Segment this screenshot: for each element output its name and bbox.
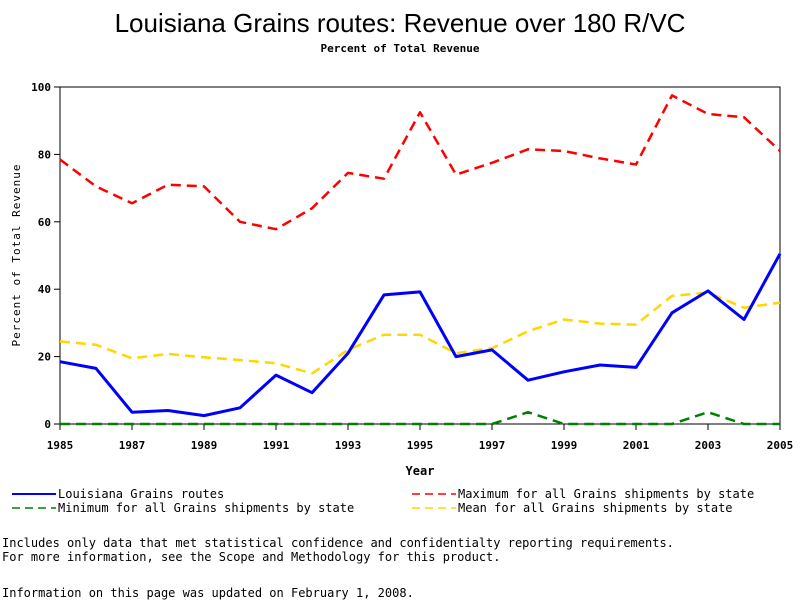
x-tick-label: 2005: [767, 439, 794, 452]
y-tick-label: 60: [38, 216, 51, 229]
footnote-methodology: For more information, see the Scope and …: [2, 550, 501, 564]
legend-label: Maximum for all Grains shipments by stat…: [458, 487, 755, 501]
legend-label: Louisiana Grains routes: [58, 487, 225, 501]
plot-frame: [59, 86, 781, 425]
chart-title: Louisiana Grains routes: Revenue over 18…: [114, 8, 686, 38]
x-tick-label: 1993: [335, 439, 362, 452]
y-tick-label: 100: [31, 81, 51, 94]
y-tick-label: 20: [38, 351, 51, 364]
y-axis: 0 20 40 60 80 100: [31, 81, 60, 431]
x-tick-label: 2001: [623, 439, 650, 452]
x-tick-label: 1991: [263, 439, 290, 452]
series-maximum-line: [59, 94, 781, 231]
series-mean-line: [59, 291, 781, 375]
legend-label: Mean for all Grains shipments by state: [458, 501, 733, 515]
footnote-confidentiality: Includes only data that met statistical …: [2, 536, 674, 550]
series-minimum-line: [60, 410, 780, 426]
series-lines: [59, 94, 782, 426]
y-tick-label: 0: [44, 418, 51, 431]
legend-item-minimum: Minimum for all Grains shipments by stat…: [10, 501, 400, 515]
y-tick-label: 80: [38, 148, 51, 161]
x-tick-label: 1987: [119, 439, 146, 452]
line-chart: 0 20 40 60 80 100 1985 1987 1989 1991 1993 1995 199…: [10, 81, 794, 478]
y-tick-label: 40: [38, 283, 51, 296]
x-axis: 1985 1987 1989 1991 1993 1995 1997 1999 2001 2003…: [47, 424, 794, 452]
chart-subtitle: Percent of Total Revenue: [320, 42, 480, 55]
legend-item-maximum: Maximum for all Grains shipments by stat…: [410, 487, 800, 501]
x-tick-label: 1999: [551, 439, 578, 452]
legend-item-mean: Mean for all Grains shipments by state: [410, 501, 800, 515]
series-louisiana-line: [59, 253, 782, 418]
x-tick-label: 1985: [47, 439, 74, 452]
update-date-text: Information on this page was updated on …: [2, 586, 414, 600]
x-tick-label: 1989: [191, 439, 218, 452]
y-axis-label: Percent of Total Revenue: [10, 164, 23, 347]
legend-label: Minimum for all Grains shipments by stat…: [58, 501, 355, 515]
x-tick-label: 2003: [695, 439, 722, 452]
x-tick-label: 1995: [407, 439, 434, 452]
legend-item-louisiana: Louisiana Grains routes: [10, 487, 350, 501]
x-tick-label: 1997: [479, 439, 506, 452]
x-axis-label: Year: [406, 464, 435, 478]
